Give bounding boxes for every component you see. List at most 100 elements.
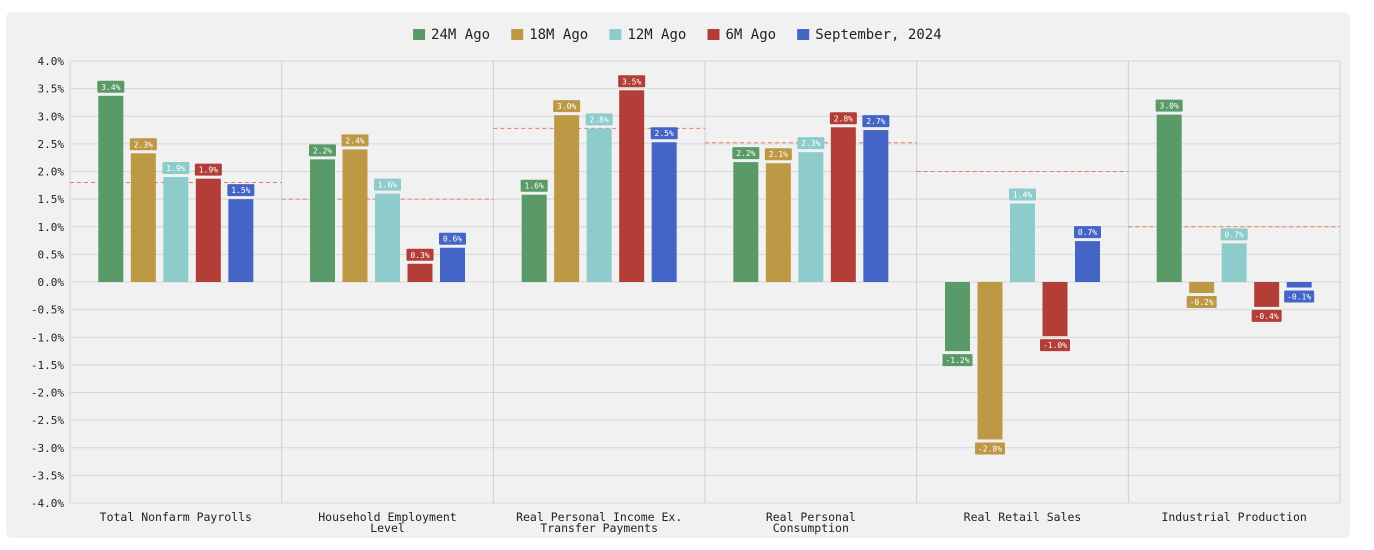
data-label-bg xyxy=(1186,296,1217,309)
bar xyxy=(1286,282,1312,288)
legend-item-label: September, 2024 xyxy=(815,27,941,43)
category-label: Total Nonfarm Payrolls xyxy=(100,510,252,524)
data-label: 2.2% xyxy=(736,149,755,158)
category-label: Real Retail Sales xyxy=(964,510,1082,524)
data-label: 2.8% xyxy=(590,115,609,124)
data-label-bg xyxy=(942,354,973,367)
data-label-bg xyxy=(975,442,1005,455)
x-axis: Total Nonfarm Payrolls Household Employme… xyxy=(100,510,1307,535)
y-tick-label: 3.5% xyxy=(38,83,65,96)
data-label-bg xyxy=(194,163,222,176)
data-label: 2.5% xyxy=(655,129,674,138)
y-tick-label: 2.5% xyxy=(38,138,65,151)
bar xyxy=(342,149,368,282)
data-label: 0.6% xyxy=(443,235,462,244)
bar xyxy=(765,163,791,282)
y-tick-label: -2.5% xyxy=(31,414,64,427)
bar xyxy=(1042,282,1068,337)
grouped-bar-chart: 3.4% 2.2% 1.6% 2.2% -1.2% 3.0% 2.3% 2.4% 3.0% 2.1… xyxy=(31,27,1341,535)
bar xyxy=(1156,114,1182,282)
data-label: 1.6% xyxy=(525,182,544,191)
bar xyxy=(619,90,645,282)
data-label: 3.0% xyxy=(557,102,576,111)
bar xyxy=(375,193,400,282)
bar xyxy=(195,178,221,282)
data-label: -1.2% xyxy=(945,356,969,365)
legend-swatch xyxy=(797,29,810,40)
category-label: Transfer Payments xyxy=(540,521,658,535)
chart-container: 3.4% 2.2% 1.6% 2.2% -1.2% 3.0% 2.3% 2.4% 3.0% 2.1… xyxy=(6,12,1350,538)
y-tick-label: -1.0% xyxy=(31,331,64,344)
data-label: 1.6% xyxy=(378,181,397,190)
category-label: Household Employment xyxy=(318,510,456,524)
data-label: -0.4% xyxy=(1255,312,1279,321)
category-label: Level xyxy=(370,521,405,535)
bar xyxy=(586,128,612,282)
bar xyxy=(440,247,465,282)
data-label: 2.1% xyxy=(769,150,788,159)
bar xyxy=(863,130,889,282)
data-label-bg xyxy=(129,138,157,151)
data-label-bg xyxy=(374,178,401,191)
bar xyxy=(228,199,254,282)
bars xyxy=(98,90,1312,440)
data-label-bg xyxy=(1009,188,1036,201)
y-tick-label: -4.0% xyxy=(31,497,64,510)
data-label: -2.8% xyxy=(978,444,1002,453)
data-label: 0.7% xyxy=(1078,228,1097,237)
bar xyxy=(1254,282,1280,307)
data-label-bg xyxy=(1220,228,1248,241)
bar xyxy=(554,115,580,283)
bar xyxy=(945,282,970,352)
legend-swatch xyxy=(609,29,622,40)
data-label: 2.3% xyxy=(134,140,153,149)
data-label: -0.2% xyxy=(1190,298,1214,307)
data-label: 1.4% xyxy=(1013,191,1032,200)
y-tick-label: 3.0% xyxy=(38,110,65,123)
bar xyxy=(407,263,433,282)
y-tick-label: -1.5% xyxy=(31,359,64,372)
bar xyxy=(733,162,759,282)
data-labels: 3.4% 2.2% 1.6% 2.2% -1.2% 3.0% 2.3% 2.4% 3.0% 2.1… xyxy=(97,75,1315,455)
bar xyxy=(830,127,856,282)
data-label: 2.8% xyxy=(834,114,853,123)
y-tick-label: 4.0% xyxy=(38,55,65,68)
data-label-bg xyxy=(439,232,466,245)
data-label-bg xyxy=(553,100,581,113)
data-label: 0.7% xyxy=(1225,230,1244,239)
bar xyxy=(98,95,124,283)
category-label: Consumption xyxy=(773,521,849,535)
data-label-bg xyxy=(1040,339,1070,352)
legend-item-label: 18M Ago xyxy=(529,27,588,43)
data-label: 2.4% xyxy=(345,136,364,145)
legend-swatch xyxy=(511,29,524,40)
data-label-bg xyxy=(227,184,255,197)
data-label-bg xyxy=(162,162,190,175)
data-label-bg xyxy=(650,127,678,140)
legend-item-label: 24M Ago xyxy=(431,27,490,43)
data-label-bg xyxy=(732,147,760,160)
data-label-bg xyxy=(862,115,890,128)
category-label: Real Personal xyxy=(766,510,856,524)
category-label: Industrial Production xyxy=(1161,510,1306,524)
data-label-bg xyxy=(97,80,125,93)
bar xyxy=(1075,241,1100,282)
y-tick-label: -3.5% xyxy=(31,469,64,482)
data-label: -1.0% xyxy=(1043,341,1067,350)
data-label: 3.0% xyxy=(1160,102,1179,111)
bar xyxy=(130,153,156,282)
data-label-bg xyxy=(309,144,336,157)
data-label: 1.5% xyxy=(231,186,250,195)
data-label-bg xyxy=(585,113,613,126)
data-label: -0.1% xyxy=(1287,293,1311,302)
data-label-bg xyxy=(406,248,434,261)
data-label-bg xyxy=(341,134,369,147)
data-label: 3.4% xyxy=(101,83,120,92)
data-label: 1.9% xyxy=(199,166,218,175)
data-label-bg xyxy=(764,148,792,161)
bar xyxy=(163,177,189,282)
category-label: Real Personal Income Ex. xyxy=(516,510,682,524)
y-tick-label: 0.5% xyxy=(38,248,65,261)
data-label: 1.9% xyxy=(166,164,185,173)
bar xyxy=(651,142,677,282)
